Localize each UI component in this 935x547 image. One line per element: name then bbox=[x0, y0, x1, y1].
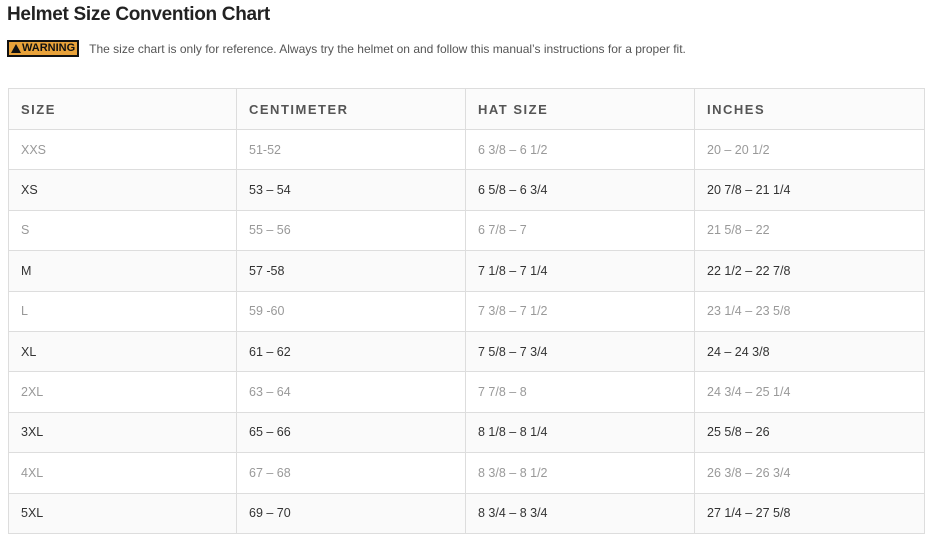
cell-centimeter: 59 -60 bbox=[236, 290, 466, 332]
cell-size: L bbox=[8, 290, 237, 332]
cell-inches: 25 5/8 – 26 bbox=[694, 411, 925, 454]
cell-size: S bbox=[8, 209, 237, 252]
cell-centimeter: 69 – 70 bbox=[236, 492, 466, 534]
cell-size: 2XL bbox=[8, 371, 237, 413]
cell-size: XL bbox=[8, 330, 237, 373]
table-row: XXS 51-52 6 3/8 – 6 1/2 20 – 20 1/2 bbox=[8, 128, 925, 171]
warning-badge: WARNING bbox=[7, 40, 80, 57]
cell-hat-size: 8 1/8 – 8 1/4 bbox=[465, 411, 695, 454]
cell-hat-size: 8 3/8 – 8 1/2 bbox=[465, 452, 695, 494]
cell-centimeter: 67 – 68 bbox=[236, 452, 466, 494]
cell-size: 4XL bbox=[8, 452, 237, 494]
cell-centimeter: 55 – 56 bbox=[236, 209, 466, 252]
warning-badge-label: WARNING bbox=[22, 42, 76, 54]
table-row: XS 53 – 54 6 5/8 – 6 3/4 20 7/8 – 21 1/4 bbox=[8, 169, 925, 211]
table-row: 4XL 67 – 68 8 3/8 – 8 1/2 26 3/8 – 26 3/4 bbox=[8, 452, 925, 494]
cell-hat-size: 7 1/8 – 7 1/4 bbox=[465, 250, 695, 292]
cell-hat-size: 8 3/4 – 8 3/4 bbox=[465, 492, 695, 534]
cell-centimeter: 57 -58 bbox=[236, 250, 466, 292]
cell-inches: 24 – 24 3/8 bbox=[694, 330, 925, 373]
table-row: XL 61 – 62 7 5/8 – 7 3/4 24 – 24 3/8 bbox=[8, 330, 925, 373]
page-title: Helmet Size Convention Chart bbox=[7, 4, 270, 25]
cell-centimeter: 63 – 64 bbox=[236, 371, 466, 413]
cell-inches: 20 – 20 1/2 bbox=[694, 128, 925, 171]
column-header-inches: INCHES bbox=[694, 88, 925, 130]
cell-inches: 24 3/4 – 25 1/4 bbox=[694, 371, 925, 413]
cell-centimeter: 65 – 66 bbox=[236, 411, 466, 454]
cell-hat-size: 7 3/8 – 7 1/2 bbox=[465, 290, 695, 332]
cell-hat-size: 7 7/8 – 8 bbox=[465, 371, 695, 413]
column-header-size: SIZE bbox=[8, 88, 237, 130]
warning-notice: WARNING The size chart is only for refer… bbox=[7, 40, 686, 57]
table-row: 3XL 65 – 66 8 1/8 – 8 1/4 25 5/8 – 26 bbox=[8, 411, 925, 454]
cell-size: XXS bbox=[8, 128, 237, 171]
cell-inches: 27 1/4 – 27 5/8 bbox=[694, 492, 925, 534]
cell-size: 5XL bbox=[8, 492, 237, 534]
cell-inches: 26 3/8 – 26 3/4 bbox=[694, 452, 925, 494]
cell-hat-size: 6 5/8 – 6 3/4 bbox=[465, 169, 695, 211]
warning-text: The size chart is only for reference. Al… bbox=[89, 41, 686, 56]
table-row: 2XL 63 – 64 7 7/8 – 8 24 3/4 – 25 1/4 bbox=[8, 371, 925, 413]
cell-centimeter: 61 – 62 bbox=[236, 330, 466, 373]
cell-size: 3XL bbox=[8, 411, 237, 454]
cell-hat-size: 6 7/8 – 7 bbox=[465, 209, 695, 252]
column-header-centimeter: CENTIMETER bbox=[236, 88, 466, 130]
cell-hat-size: 7 5/8 – 7 3/4 bbox=[465, 330, 695, 373]
table-row: M 57 -58 7 1/8 – 7 1/4 22 1/2 – 22 7/8 bbox=[8, 250, 925, 292]
cell-centimeter: 53 – 54 bbox=[236, 169, 466, 211]
table-row: L 59 -60 7 3/8 – 7 1/2 23 1/4 – 23 5/8 bbox=[8, 290, 925, 332]
column-header-hat-size: HAT SIZE bbox=[465, 88, 695, 130]
table-row: 5XL 69 – 70 8 3/4 – 8 3/4 27 1/4 – 27 5/8 bbox=[8, 492, 925, 534]
cell-hat-size: 6 3/8 – 6 1/2 bbox=[465, 128, 695, 171]
cell-inches: 20 7/8 – 21 1/4 bbox=[694, 169, 925, 211]
cell-inches: 21 5/8 – 22 bbox=[694, 209, 925, 252]
table-row: S 55 – 56 6 7/8 – 7 21 5/8 – 22 bbox=[8, 209, 925, 252]
size-chart-table: SIZE CENTIMETER HAT SIZE INCHES XXS 51-52 6 3… bbox=[8, 88, 925, 534]
table-header-row: SIZE CENTIMETER HAT SIZE INCHES bbox=[8, 88, 925, 130]
cell-inches: 22 1/2 – 22 7/8 bbox=[694, 250, 925, 292]
cell-centimeter: 51-52 bbox=[236, 128, 466, 171]
cell-inches: 23 1/4 – 23 5/8 bbox=[694, 290, 925, 332]
cell-size: XS bbox=[8, 169, 237, 211]
cell-size: M bbox=[8, 250, 237, 292]
warning-triangle-icon bbox=[11, 44, 21, 53]
